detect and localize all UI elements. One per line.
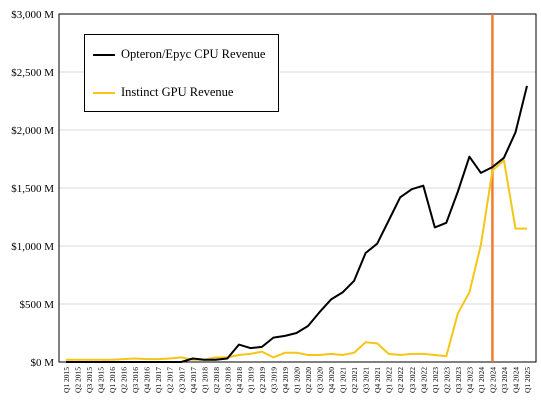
x-tick-label: Q1 2019 <box>246 367 255 393</box>
x-tick-label: Q1 2022 <box>385 367 394 393</box>
y-tick-label: $3,000 M <box>11 9 54 21</box>
x-tick-label: Q3 2022 <box>408 367 417 393</box>
x-tick-label: Q4 2022 <box>419 367 428 393</box>
legend-label-gpu: Instinct GPU Revenue <box>121 85 234 99</box>
x-tick-label: Q3 2023 <box>454 367 463 393</box>
legend-entry-gpu: Instinct GPU Revenue <box>93 85 233 100</box>
y-tick-label: $0 M <box>30 357 54 369</box>
x-tick-label: Q2 2022 <box>396 367 405 393</box>
x-tick-label: Q1 2017 <box>154 367 163 393</box>
chart-legend: Opteron/Epyc CPU Revenue Instinct GPU Re… <box>84 34 279 112</box>
x-tick-label: Q1 2016 <box>108 367 117 393</box>
legend-swatch-gpu <box>93 91 115 94</box>
x-tick-label: Q1 2020 <box>293 367 302 393</box>
x-tick-label: Q2 2015 <box>74 367 83 393</box>
x-tick-label: Q4 2015 <box>97 367 106 393</box>
x-tick-label: Q1 2024 <box>477 367 486 393</box>
x-tick-label: Q1 2015 <box>62 367 71 393</box>
x-tick-label: Q1 2018 <box>200 367 209 393</box>
y-tick-label: $500 M <box>19 299 54 311</box>
x-tick-label: Q2 2020 <box>304 367 313 393</box>
x-tick-label: Q2 2018 <box>212 367 221 393</box>
x-tick-label: Q3 2021 <box>362 367 371 393</box>
x-tick-label: Q3 2016 <box>131 367 140 393</box>
x-tick-label: Q3 2015 <box>85 367 94 393</box>
x-tick-label: Q4 2018 <box>235 367 244 393</box>
series-line-cpu <box>66 85 528 363</box>
x-tick-label: Q1 2025 <box>523 367 532 393</box>
x-tick-label: Q2 2021 <box>350 367 359 393</box>
series-line-gpu <box>66 159 527 361</box>
x-tick-label: Q3 2020 <box>316 367 325 393</box>
legend-swatch-cpu <box>93 53 115 56</box>
y-tick-label: $2,500 M <box>11 67 54 79</box>
y-tick-label: $2,000 M <box>11 125 54 137</box>
x-tick-label: Q3 2017 <box>177 367 186 393</box>
x-tick-label: Q4 2021 <box>373 367 382 393</box>
x-tick-label: Q4 2024 <box>511 367 520 393</box>
x-tick-label: Q2 2023 <box>442 367 451 393</box>
x-tick-label: Q1 2021 <box>339 367 348 393</box>
x-tick-label: Q4 2019 <box>281 367 290 393</box>
x-tick-label: Q4 2017 <box>189 367 198 393</box>
x-tick-label: Q4 2016 <box>143 367 152 393</box>
y-tick-label: $1,000 M <box>11 241 54 253</box>
x-tick-label: Q3 2024 <box>500 367 509 393</box>
x-tick-label: Q2 2017 <box>166 367 175 393</box>
x-tick-label: Q2 2016 <box>120 367 129 393</box>
x-tick-label: Q2 2019 <box>258 367 267 393</box>
legend-label-cpu: Opteron/Epyc CPU Revenue <box>121 47 266 61</box>
y-tick-label: $1,500 M <box>11 183 54 195</box>
x-tick-label: Q1 2023 <box>431 367 440 393</box>
x-tick-label: Q3 2018 <box>223 367 232 393</box>
x-tick-label: Q4 2020 <box>327 367 336 393</box>
x-tick-label: Q2 2024 <box>488 367 497 393</box>
plot-area-border <box>58 13 537 363</box>
x-tick-label: Q3 2019 <box>269 367 278 393</box>
x-tick-label: Q4 2023 <box>465 367 474 393</box>
legend-entry-cpu: Opteron/Epyc CPU Revenue <box>93 47 265 62</box>
